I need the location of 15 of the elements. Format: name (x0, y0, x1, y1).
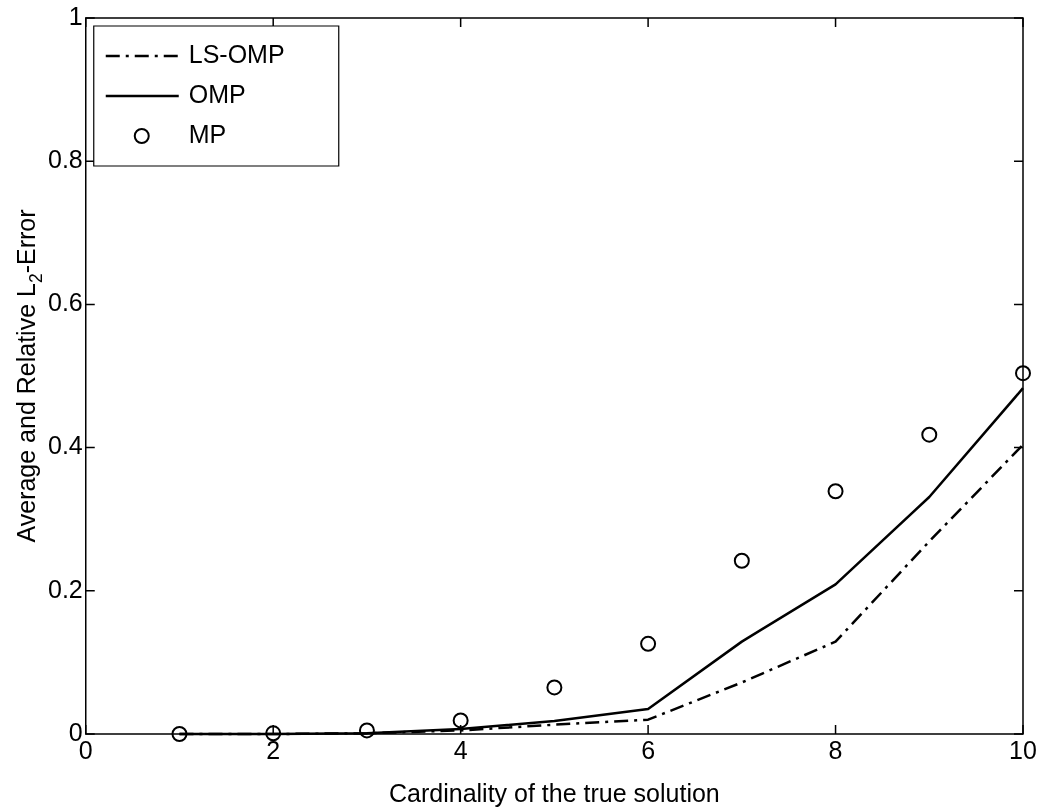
legend-label: OMP (188, 79, 246, 108)
y-tick-label: 0.2 (47, 574, 83, 603)
x-tick-label: 2 (266, 735, 281, 764)
x-axis-title: Cardinality of the true solution (389, 778, 720, 807)
y-axis-title: Average and Relative L2-Error (11, 209, 46, 543)
y-tick-label: 0.8 (47, 145, 83, 174)
y-tick-label: 0.6 (47, 288, 83, 317)
x-tick-label: 6 (641, 735, 656, 764)
legend-label: MP (188, 119, 227, 148)
x-tick-label: 4 (453, 735, 468, 764)
x-tick-label: 8 (828, 735, 843, 764)
y-tick-label: 0.4 (47, 431, 83, 460)
x-tick-label: 10 (1009, 735, 1037, 764)
legend-label: LS-OMP (188, 39, 285, 68)
y-tick-label: 1 (68, 1, 83, 30)
